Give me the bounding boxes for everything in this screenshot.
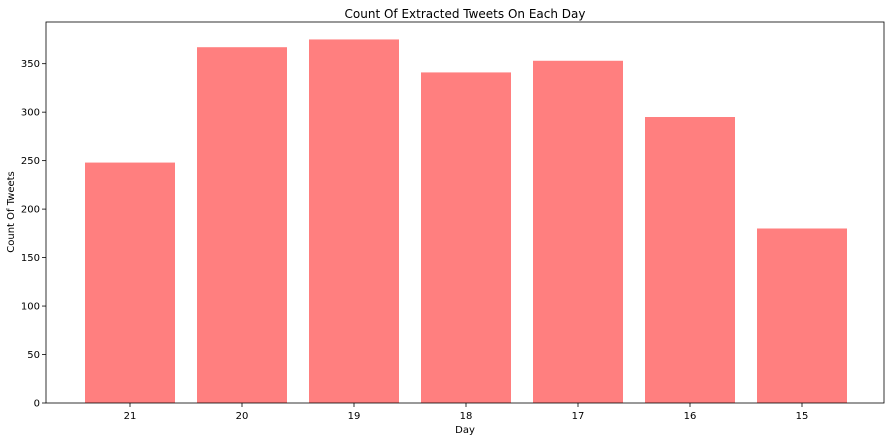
bar-21 (85, 162, 175, 403)
x-tick-label-21: 21 (124, 411, 137, 422)
y-tick-label-150: 150 (21, 253, 40, 264)
x-tick-label-17: 17 (572, 411, 585, 422)
y-tick-label-300: 300 (21, 108, 40, 119)
x-tick-label-19: 19 (348, 411, 361, 422)
bar-16 (645, 117, 735, 404)
bars-group (85, 39, 847, 404)
y-tick-label-200: 200 (21, 205, 40, 216)
bar-15 (757, 228, 847, 403)
y-tick-label-50: 50 (27, 350, 40, 361)
x-axis: 21 20 19 18 17 16 15 (124, 403, 809, 422)
bar-19 (309, 39, 399, 404)
y-tick-label-0: 0 (34, 399, 40, 410)
x-tick-label-16: 16 (684, 411, 697, 422)
x-tick-label-15: 15 (796, 411, 809, 422)
y-tick-label-250: 250 (21, 156, 40, 167)
bar-17 (533, 60, 623, 403)
bar-18 (421, 72, 511, 403)
plot-frame (45, 21, 885, 404)
x-axis-title: Day (455, 425, 475, 436)
y-tick-label-350: 350 (21, 59, 40, 70)
y-tick-label-100: 100 (21, 302, 40, 313)
x-tick-label-18: 18 (460, 411, 473, 422)
y-axis: 0 50 100 150 200 250 300 350 (21, 59, 46, 410)
y-axis-title: Count Of Tweets (6, 171, 17, 253)
chart-title: Count Of Extracted Tweets On Each Day (345, 7, 586, 21)
bar-20 (197, 47, 287, 403)
x-tick-label-20: 20 (236, 411, 249, 422)
